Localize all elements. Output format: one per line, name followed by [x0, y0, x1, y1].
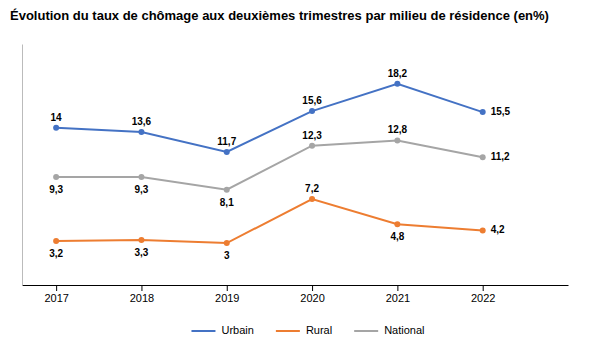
data-label: 7,2 [305, 183, 319, 194]
y-axis-line [22, 45, 23, 286]
x-tick-mark [56, 285, 57, 291]
data-label: 18,2 [388, 68, 408, 79]
x-tick-label: 2019 [215, 292, 239, 304]
x-tick: 2018 [130, 285, 154, 304]
x-tick: 2019 [215, 285, 239, 304]
x-tick-label: 2021 [386, 292, 410, 304]
x-tick-mark [227, 285, 228, 291]
x-tick-mark [141, 285, 142, 291]
data-label: 9,3 [134, 184, 148, 195]
point [138, 174, 144, 180]
x-axis: 2017 2018 2019 2020 2021 2022 [23, 285, 569, 304]
point [309, 108, 315, 114]
data-label: 3,3 [134, 247, 148, 258]
legend-swatch [354, 330, 378, 332]
point [53, 174, 59, 180]
plot: 2017 2018 2019 2020 2021 2022 14 13,6 11,7 15,6 18… [23, 45, 569, 304]
legend: Urbain Rural National [191, 324, 424, 336]
point [138, 237, 144, 243]
marks [53, 81, 486, 246]
x-tick-label: 2018 [130, 292, 154, 304]
chart: Évolution du taux de chômage aux deuxièm… [0, 0, 616, 347]
legend-item: Urbain [191, 324, 253, 336]
y-axis [22, 45, 23, 286]
point [224, 187, 230, 193]
legend-swatch [191, 330, 215, 332]
line [56, 199, 483, 243]
line [56, 140, 483, 189]
legend-swatch [276, 330, 300, 332]
title: Évolution du taux de chômage aux deuxièm… [10, 8, 549, 23]
x-tick: 2022 [471, 285, 495, 304]
data-label: 3 [224, 250, 230, 261]
data-label: 8,1 [220, 197, 234, 208]
data-label: 11,7 [217, 136, 236, 147]
data-label: 4,2 [491, 224, 505, 235]
data-label: 4,8 [390, 231, 404, 242]
line [56, 84, 483, 152]
x-tick: 2021 [386, 285, 410, 304]
x-tick: 2017 [44, 285, 68, 304]
data-label: 3,2 [49, 248, 63, 259]
data-label: 9,3 [49, 184, 63, 195]
x-tick: 2020 [300, 285, 324, 304]
x-tick-label: 2017 [44, 292, 68, 304]
legend-label: Rural [306, 324, 332, 336]
point [224, 149, 230, 155]
legend-item: National [354, 324, 424, 336]
x-tick-mark [312, 285, 313, 291]
x-axis-line [23, 285, 569, 286]
legend-label: National [384, 324, 424, 336]
x-tick-mark [483, 285, 484, 291]
legend-item: Rural [276, 324, 332, 336]
point [480, 154, 486, 160]
point [224, 240, 230, 246]
point [53, 238, 59, 244]
point [309, 143, 315, 149]
point [480, 228, 486, 234]
legend-label: Urbain [221, 324, 253, 336]
x-tick-label: 2022 [471, 292, 495, 304]
data-label: 14 [51, 112, 63, 123]
point [394, 137, 400, 143]
x-tick-label: 2020 [300, 292, 324, 304]
data-label: 12,3 [302, 130, 322, 141]
point [480, 109, 486, 115]
data-label: 13,6 [132, 116, 152, 127]
point [394, 81, 400, 87]
point [138, 129, 144, 135]
data-label: 12,8 [388, 124, 408, 135]
point [394, 221, 400, 227]
data-label: 11,2 [491, 151, 510, 162]
data-label: 15,6 [302, 95, 322, 106]
data-label: 15,5 [491, 106, 511, 117]
point [53, 125, 59, 131]
point [309, 196, 315, 202]
x-tick-mark [397, 285, 398, 291]
data-labels: 14 13,6 11,7 15,6 18,2 15,5 3,2 3,3 3 7,2 4,8 4,2 9,… [49, 68, 510, 261]
